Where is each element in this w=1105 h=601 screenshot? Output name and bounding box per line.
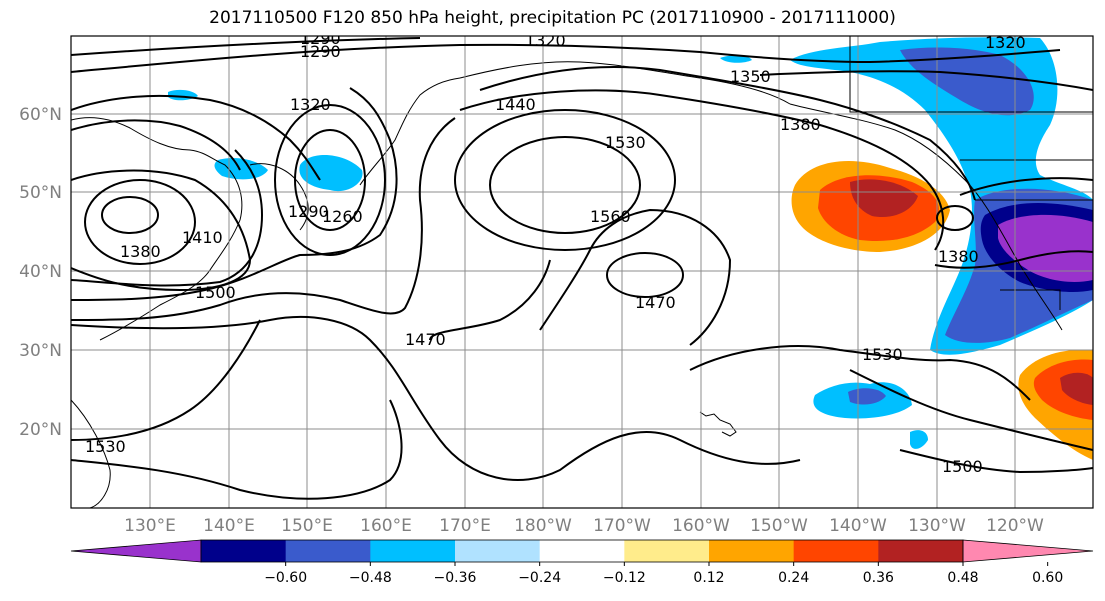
contour-label: 1470	[405, 330, 446, 349]
colorbar-extend-high	[962, 539, 1094, 563]
colorbar-extend-low	[70, 539, 202, 563]
contour-label: 1320	[985, 33, 1026, 52]
colorbar-tick-label: −0.48	[349, 570, 392, 586]
lat-label: 30°N	[19, 341, 62, 361]
lon-label: 160°E	[360, 516, 412, 536]
precip-shading	[168, 37, 1093, 460]
lon-label: 120°W	[986, 516, 1044, 536]
contour-label: 1470	[635, 293, 676, 312]
colorbar-bin	[285, 540, 371, 562]
lat-label: 60°N	[19, 105, 62, 125]
lon-label: 150°E	[281, 516, 333, 536]
colorbar-outline	[200, 539, 964, 563]
lon-label: 150°W	[750, 516, 808, 536]
contour-label: 1530	[862, 345, 903, 364]
colorbar-bin	[709, 540, 795, 562]
colorbar-bin	[370, 540, 456, 562]
contour-label: 1320	[290, 95, 331, 114]
longitude-labels: 130°E 140°E 150°E 160°E 170°E 180°W 170°…	[124, 516, 1044, 536]
colorbar-bin	[201, 540, 287, 562]
colorbar-bin	[878, 540, 964, 562]
colorbar: −0.60 −0.48 −0.36 −0.24 −0.12 0.12 0.24 0.36 0.4…	[70, 539, 1094, 586]
map-border	[70, 35, 1094, 509]
colorbar-bin	[455, 540, 541, 562]
colorbar-tick-label: 0.24	[778, 570, 809, 586]
contour-label: 1500	[942, 457, 983, 476]
latitude-labels: 60°N 50°N 40°N 30°N 20°N	[19, 105, 62, 440]
contour-label: 1560	[590, 207, 631, 226]
colorbar-tick-label: −0.12	[603, 570, 646, 586]
contour-label: 1320	[525, 31, 566, 50]
map-title: 2017110500 F120 850 hPa height, precipit…	[209, 8, 896, 28]
contour-label: 1380	[120, 242, 161, 261]
contour-label: 1290	[300, 29, 341, 48]
contour-label: 1380	[780, 115, 821, 134]
contour-labels: 1290 1290 1320 1320 1320 1350 1380 1380 …	[85, 29, 1026, 476]
lon-label: 170°W	[593, 516, 651, 536]
lon-label: 180°W	[514, 516, 572, 536]
colorbar-tick-label: 0.36	[863, 570, 894, 586]
contour-label: 1530	[85, 437, 126, 456]
colorbar-bin	[793, 540, 879, 562]
colorbar-tick-label: −0.36	[434, 570, 477, 586]
lon-label: 140°E	[203, 516, 255, 536]
lon-label: 140°W	[829, 516, 887, 536]
contour-label: 1530	[605, 133, 646, 152]
lat-label: 20°N	[19, 420, 62, 440]
lon-label: 130°E	[124, 516, 176, 536]
colorbar-tick-label: 0.48	[947, 570, 978, 586]
lat-label: 40°N	[19, 262, 62, 282]
contour-label: 1290	[300, 42, 341, 61]
colorbar-tick-label: −0.24	[518, 570, 561, 586]
contour-label: 1290	[288, 202, 329, 221]
lon-label: 130°W	[908, 516, 966, 536]
colorbar-tick-label: −0.60	[264, 570, 307, 586]
contour-label: 1410	[182, 228, 223, 247]
contour-label: 1260	[322, 207, 363, 226]
colorbar-bin	[539, 540, 625, 562]
colorbar-bin	[624, 540, 710, 562]
height-contours	[71, 37, 1093, 500]
lat-label: 50°N	[19, 183, 62, 203]
lon-label: 160°W	[672, 516, 730, 536]
colorbar-tick-label: 0.60	[1032, 570, 1063, 586]
contour-label: 1380	[938, 247, 979, 266]
contour-label: 1350	[730, 67, 771, 86]
contour-label: 1440	[495, 95, 536, 114]
colorbar-tick-label: 0.12	[693, 570, 724, 586]
contour-label: 1500	[195, 283, 236, 302]
lon-label: 170°E	[439, 516, 491, 536]
